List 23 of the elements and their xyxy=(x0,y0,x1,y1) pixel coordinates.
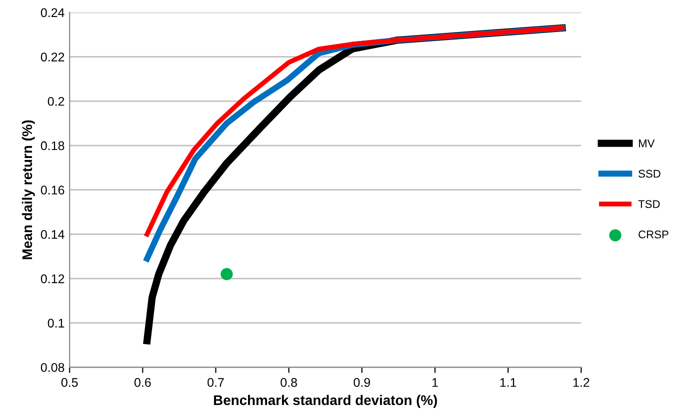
x-tick-label: 0.5 xyxy=(61,378,78,387)
y-axis-title: Mean daily return (%) xyxy=(22,120,35,260)
legend-label: TSD xyxy=(638,200,660,208)
legend-label: SSD xyxy=(638,170,660,178)
x-tick-label: 1 xyxy=(432,378,438,387)
y-tick-label: 0.12 xyxy=(40,274,64,284)
x-tick-label: 0.9 xyxy=(354,378,370,387)
x-tick-label: 0.6 xyxy=(134,378,151,387)
y-tick-label: 0.22 xyxy=(40,52,64,62)
y-tick-label: 0.24 xyxy=(40,8,64,18)
x-tick-label: 0.7 xyxy=(208,378,224,387)
y-tick-label: 0.08 xyxy=(40,363,64,372)
y-tick-label: 0.18 xyxy=(40,141,64,150)
y-tick-label: 0.16 xyxy=(40,186,64,195)
x-tick-label: 1.1 xyxy=(500,378,516,387)
x-axis-title: Benchmark standard deviaton (%) xyxy=(214,394,437,408)
x-tick-label: 0.8 xyxy=(280,378,297,387)
legend-label: CRSP xyxy=(638,230,668,238)
y-tick-label: 0.14 xyxy=(40,230,64,239)
y-tick-label: 0.2 xyxy=(48,96,64,106)
y-tick-label: 0.1 xyxy=(48,318,64,328)
legend-label: MV xyxy=(638,140,655,148)
x-tick-label: 1.2 xyxy=(573,378,590,387)
